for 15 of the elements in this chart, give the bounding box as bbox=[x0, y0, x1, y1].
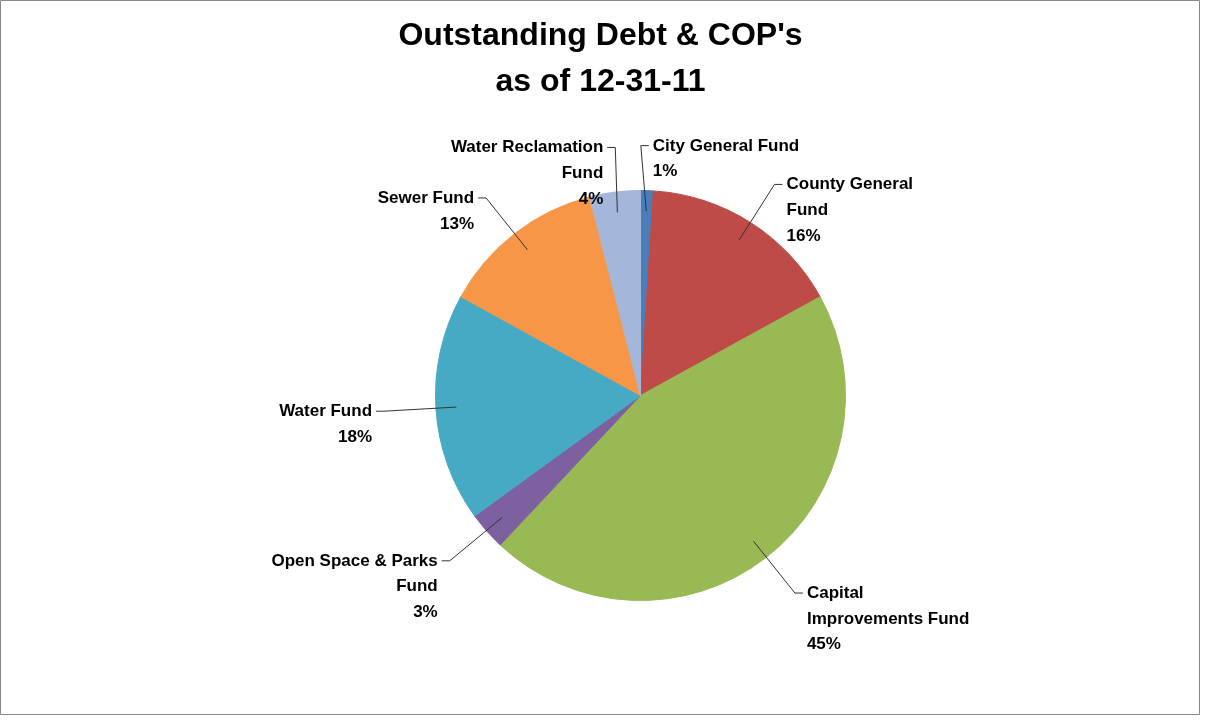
chart-title: Outstanding Debt & COP's as of 12-31-11 bbox=[398, 15, 803, 99]
data-label: 13% bbox=[440, 213, 475, 233]
data-label: 18% bbox=[338, 426, 373, 446]
slice-label: City General Fund bbox=[652, 135, 800, 155]
data-label: 16% bbox=[786, 225, 821, 245]
slice-label: Open Space & Parks Fund bbox=[271, 550, 438, 596]
data-label: 3% bbox=[413, 602, 438, 622]
data-label: 45% bbox=[806, 634, 841, 654]
data-label: 4% bbox=[578, 188, 604, 208]
slice-label: County General Fund bbox=[786, 174, 914, 220]
slice-label: Water Reclamation Fund bbox=[450, 137, 604, 183]
slice-label: Water Fund bbox=[279, 401, 373, 421]
slice-label: Capital Improvements Fund bbox=[806, 583, 970, 628]
slice-label: Sewer Fund bbox=[377, 187, 475, 207]
data-label: 1% bbox=[652, 161, 678, 181]
